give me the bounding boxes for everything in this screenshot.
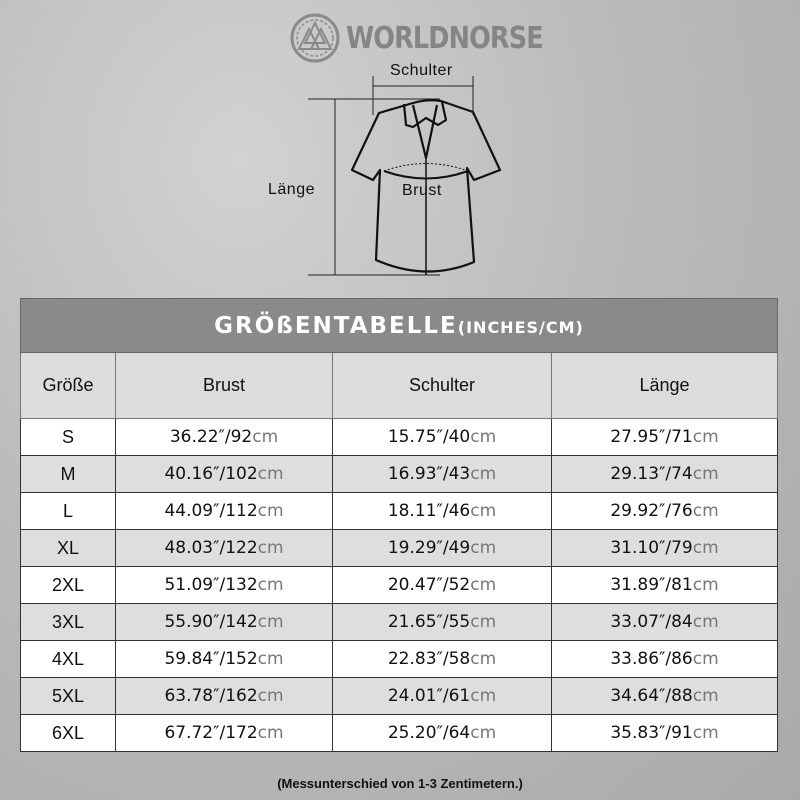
brand-logo: WORLDNORSE [290,13,578,63]
header-shoulder: Schulter [332,352,552,419]
valknut-icon [290,13,340,63]
size-cell: 3XL [20,603,116,641]
chest-cell: 67.72″/172cm [115,714,333,752]
shoulder-label: Schulter [390,62,453,79]
table-row: L 44.09″/112cm 18.11″/46cm 29.92″/76cm [20,492,778,530]
chest-cell: 44.09″/112cm [115,492,333,530]
size-cell: S [20,418,116,456]
table-title: GRÖßENTABELLE(INCHES/CM) [20,298,778,353]
table-row: 2XL 51.09″/132cm 20.47″/52cm 31.89″/81cm [20,566,778,604]
length-cell: 31.10″/79cm [551,529,778,567]
header-size: Größe [20,352,116,419]
length-cell: 34.64″/88cm [551,677,778,715]
measurement-note: (Messunterschied von 1-3 Zentimetern.) [277,776,523,791]
size-cell: M [20,455,116,493]
length-cell: 33.86″/86cm [551,640,778,678]
shoulder-cell: 24.01″/61cm [332,677,552,715]
shoulder-cell: 22.83″/58cm [332,640,552,678]
length-cell: 31.89″/81cm [551,566,778,604]
size-cell: XL [20,529,116,567]
length-cell: 27.95″/71cm [551,418,778,456]
shoulder-cell: 20.47″/52cm [332,566,552,604]
table-row: 5XL 63.78″/162cm 24.01″/61cm 34.64″/88cm [20,677,778,715]
size-cell: 2XL [20,566,116,604]
shirt-diagram [308,76,502,276]
table-header-row: Größe Brust Schulter Länge [20,352,778,419]
length-cell: 29.13″/74cm [551,455,778,493]
shoulder-cell: 16.93″/43cm [332,455,552,493]
length-label: Länge [268,181,315,198]
chest-cell: 40.16″/102cm [115,455,333,493]
chest-cell: 48.03″/122cm [115,529,333,567]
chest-cell: 51.09″/132cm [115,566,333,604]
size-cell: 5XL [20,677,116,715]
shoulder-cell: 25.20″/64cm [332,714,552,752]
header-chest: Brust [115,352,333,419]
chest-cell: 63.78″/162cm [115,677,333,715]
size-cell: L [20,492,116,530]
length-cell: 33.07″/84cm [551,603,778,641]
table-row: 3XL 55.90″/142cm 21.65″/55cm 33.07″/84cm [20,603,778,641]
header-length: Länge [551,352,778,419]
chest-cell: 55.90″/142cm [115,603,333,641]
table-row: XL 48.03″/122cm 19.29″/49cm 31.10″/79cm [20,529,778,567]
shoulder-cell: 15.75″/40cm [332,418,552,456]
size-table: GRÖßENTABELLE(INCHES/CM) Größe Brust Sch… [20,298,778,752]
brand-name: WORLDNORSE [346,20,544,56]
size-cell: 4XL [20,640,116,678]
shoulder-cell: 21.65″/55cm [332,603,552,641]
length-cell: 35.83″/91cm [551,714,778,752]
chest-label: Brust [402,182,442,199]
length-cell: 29.92″/76cm [551,492,778,530]
table-row: 4XL 59.84″/152cm 22.83″/58cm 33.86″/86cm [20,640,778,678]
table-row: 6XL 67.72″/172cm 25.20″/64cm 35.83″/91cm [20,714,778,752]
shoulder-cell: 19.29″/49cm [332,529,552,567]
table-row: S 36.22″/92cm 15.75″/40cm 27.95″/71cm [20,418,778,456]
size-cell: 6XL [20,714,116,752]
shoulder-cell: 18.11″/46cm [332,492,552,530]
table-row: M 40.16″/102cm 16.93″/43cm 29.13″/74cm [20,455,778,493]
chest-cell: 59.84″/152cm [115,640,333,678]
chest-cell: 36.22″/92cm [115,418,333,456]
